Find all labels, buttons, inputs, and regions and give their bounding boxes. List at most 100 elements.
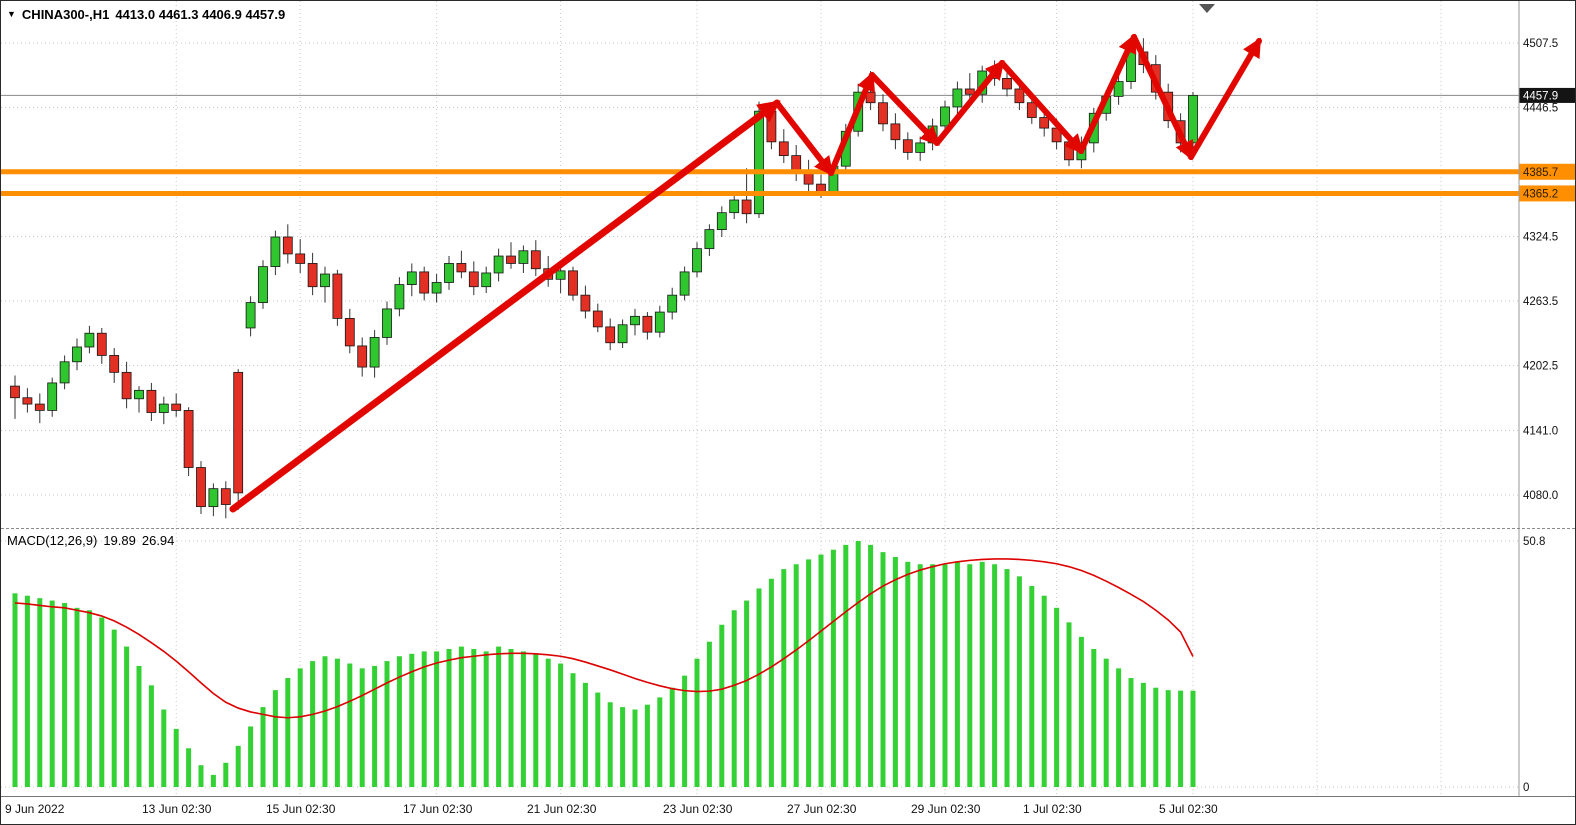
macd-chart-canvas[interactable]: 50.80 bbox=[1, 529, 1575, 796]
candle bbox=[220, 481, 231, 519]
price-axis-label: 4202.5 bbox=[1523, 360, 1558, 372]
macd-histogram-bar bbox=[421, 651, 427, 787]
macd-histogram-bar bbox=[248, 726, 254, 787]
candle bbox=[233, 369, 244, 510]
macd-histogram-bar bbox=[917, 564, 923, 787]
candle bbox=[382, 301, 392, 345]
candle bbox=[667, 287, 678, 320]
symbol-name: CHINA300-,H1 bbox=[21, 7, 110, 22]
macd-histogram-bar bbox=[409, 653, 415, 787]
candle bbox=[642, 312, 653, 340]
candle bbox=[245, 296, 256, 337]
macd-histogram-bar bbox=[508, 648, 514, 787]
macd-pane: 50.8 0 MACD(12,26,9) 19.89 26.94 bbox=[1, 529, 1575, 797]
macd-histogram-bar bbox=[1165, 690, 1171, 787]
candle bbox=[121, 361, 132, 409]
macd-histogram-bar bbox=[806, 559, 812, 787]
macd-signal-line bbox=[14, 558, 1194, 719]
symbol-dropdown-icon[interactable]: ▼ bbox=[7, 9, 16, 19]
trend-arrow[interactable] bbox=[1131, 34, 1194, 161]
candle bbox=[134, 386, 144, 413]
macd-histogram-bar bbox=[793, 564, 799, 787]
hline-price-badge bbox=[1519, 163, 1575, 180]
candle bbox=[468, 261, 479, 296]
trend-arrow[interactable] bbox=[869, 72, 940, 146]
macd-histogram-bar bbox=[1016, 576, 1022, 787]
trend-arrow[interactable] bbox=[1078, 33, 1137, 154]
trend-arrow[interactable] bbox=[999, 60, 1084, 154]
trend-arrow[interactable] bbox=[229, 99, 781, 513]
candle bbox=[456, 250, 467, 279]
candle bbox=[902, 132, 913, 160]
macd-histogram-bar bbox=[830, 549, 836, 787]
candle bbox=[630, 308, 640, 336]
macd-histogram-bar bbox=[12, 593, 18, 787]
candle bbox=[679, 266, 690, 301]
candle bbox=[34, 393, 45, 424]
trend-arrow[interactable] bbox=[774, 100, 834, 177]
macd-histogram-bar bbox=[235, 745, 241, 787]
price-axis-label: 4324.5 bbox=[1523, 231, 1558, 243]
macd-histogram-bar bbox=[620, 707, 626, 787]
macd-signal-value: 26.94 bbox=[141, 533, 175, 548]
macd-histogram-bar bbox=[682, 675, 688, 787]
trend-arrow[interactable] bbox=[1188, 37, 1262, 160]
macd-histogram-bar bbox=[756, 588, 762, 787]
macd-histogram-bar bbox=[37, 598, 43, 787]
macd-histogram-bar bbox=[868, 544, 874, 787]
macd-histogram-bar bbox=[24, 595, 30, 787]
scroll-end-icon[interactable] bbox=[1199, 4, 1215, 13]
macd-histogram-bar bbox=[744, 600, 750, 787]
macd-histogram-bar bbox=[992, 564, 998, 787]
macd-histogram-bar bbox=[694, 658, 700, 787]
candle bbox=[654, 305, 665, 338]
candle bbox=[791, 145, 802, 181]
candle bbox=[270, 230, 281, 276]
candle bbox=[729, 192, 740, 220]
candle bbox=[692, 242, 702, 278]
trend-arrow[interactable] bbox=[934, 60, 1005, 146]
time-axis-label: 29 Jun 02:30 bbox=[911, 802, 981, 816]
macd-histogram-bar bbox=[1153, 687, 1159, 787]
macd-histogram-bar bbox=[1066, 622, 1072, 787]
macd-histogram-bar bbox=[644, 704, 650, 787]
macd-histogram-bar bbox=[136, 665, 142, 787]
macd-histogram-bar bbox=[1190, 690, 1196, 787]
candle bbox=[183, 407, 194, 476]
time-axis-label: 27 Jun 02:30 bbox=[787, 802, 857, 816]
hline-price-label: 4365.2 bbox=[1523, 188, 1558, 200]
price-chart-canvas[interactable]: 4507.5 4446.5 4324.5 4263.5 4202.5 4141.0 4080… bbox=[1, 1, 1575, 528]
macd-histogram-bar bbox=[1054, 607, 1060, 787]
time-axis-label: 15 Jun 02:30 bbox=[266, 802, 336, 816]
candle bbox=[406, 263, 417, 297]
macd-histogram-bar bbox=[1004, 569, 1010, 787]
macd-histogram-bar bbox=[1116, 668, 1122, 787]
trend-arrow[interactable] bbox=[828, 71, 875, 176]
macd-histogram-bar bbox=[496, 646, 502, 787]
candle bbox=[592, 303, 603, 333]
macd-histogram-bar bbox=[719, 624, 725, 787]
candle bbox=[419, 266, 430, 301]
candle bbox=[1002, 68, 1012, 97]
macd-label: MACD(12,26,9) 19.89 26.94 bbox=[7, 533, 174, 548]
candle bbox=[72, 338, 82, 371]
macd-histogram-bar bbox=[1091, 648, 1097, 787]
candle bbox=[1113, 73, 1124, 105]
macd-histogram-bar bbox=[1078, 636, 1084, 787]
candle bbox=[109, 348, 120, 383]
candle bbox=[258, 260, 268, 309]
price-pane: 4507.5 4446.5 4324.5 4263.5 4202.5 4141.0 4080… bbox=[1, 1, 1575, 529]
time-axis-label: 9 Jun 2022 bbox=[5, 802, 65, 816]
macd-histogram-bar bbox=[334, 658, 340, 787]
candle bbox=[716, 206, 727, 238]
time-axis-label: 17 Jun 02:30 bbox=[403, 802, 473, 816]
price-axis-label: 4446.5 bbox=[1523, 102, 1558, 114]
macd-histogram-bar bbox=[99, 617, 105, 787]
macd-histogram-bar bbox=[285, 678, 291, 787]
candle bbox=[952, 81, 963, 116]
hline-price-badge bbox=[1519, 185, 1575, 202]
candle bbox=[617, 319, 628, 349]
time-axis[interactable]: 9 Jun 2022 13 Jun 02:30 15 Jun 02:30 17 Jun… bbox=[1, 797, 1575, 823]
candle bbox=[10, 375, 20, 419]
